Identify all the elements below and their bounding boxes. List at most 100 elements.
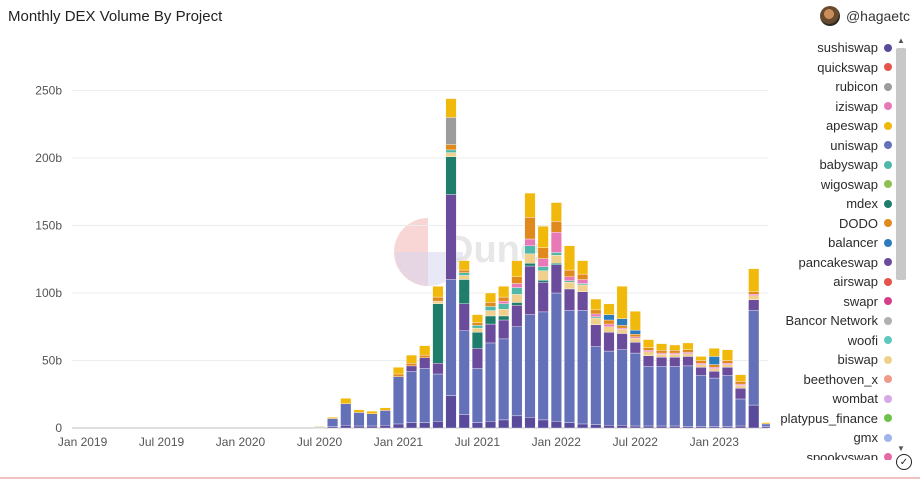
bar-segment-pancakeswap[interactable]	[550, 264, 562, 294]
bar-segment-biswap[interactable]	[616, 329, 628, 334]
bar-segment-iziswap[interactable]	[537, 258, 549, 267]
bar-segment-biswap[interactable]	[603, 326, 615, 333]
bar-segment-DODO[interactable]	[550, 221, 562, 233]
bar-segment-balancer[interactable]	[629, 329, 641, 335]
bar-segment-DODO[interactable]	[735, 381, 747, 385]
bar-stack-2022-12[interactable]	[695, 356, 707, 429]
bar-segment-pancakeswap[interactable]	[406, 365, 418, 372]
bar-segment-apeswap[interactable]	[366, 410, 378, 415]
legend-item-sushiswap[interactable]: sushiswap	[770, 38, 892, 58]
bar-stack-2023-03[interactable]	[735, 374, 747, 429]
bar-segment-sushiswap[interactable]	[669, 425, 681, 429]
bar-stack-2022-11[interactable]	[682, 342, 694, 429]
bar-stack-2020-10[interactable]	[353, 409, 365, 429]
bar-segment-uniswap[interactable]	[537, 311, 549, 421]
bar-segment-sushiswap[interactable]	[458, 414, 470, 429]
bar-segment-apeswap[interactable]	[669, 344, 681, 351]
bar-stack-2021-03[interactable]	[419, 345, 431, 429]
bar-segment-uniswap[interactable]	[406, 371, 418, 423]
bar-segment-iziswap[interactable]	[616, 327, 628, 330]
bar-segment-biswap[interactable]	[708, 368, 720, 372]
bar-segment-uniswap[interactable]	[458, 330, 470, 415]
bar-segment-DODO[interactable]	[458, 269, 470, 273]
bar-stack-2020-09[interactable]	[340, 398, 352, 429]
bar-segment-sushiswap[interactable]	[366, 425, 378, 429]
bar-segment-iziswap[interactable]	[656, 352, 668, 355]
bar-segment-apeswap[interactable]	[577, 260, 589, 275]
bar-segment-babyswap[interactable]	[564, 280, 575, 283]
bar-stack-2021-08[interactable]	[485, 292, 496, 429]
legend-item-balancer[interactable]: balancer	[770, 233, 892, 253]
bar-segment-DODO[interactable]	[471, 322, 483, 326]
bar-segment-uniswap[interactable]	[392, 376, 404, 425]
bar-segment-sushiswap[interactable]	[603, 425, 615, 429]
bar-stack-2022-08[interactable]	[643, 339, 654, 429]
bar-segment-iziswap[interactable]	[629, 336, 641, 339]
bar-segment-apeswap[interactable]	[603, 303, 615, 315]
bar-stack-2022-07[interactable]	[629, 311, 641, 429]
bar-segment-sushiswap[interactable]	[550, 421, 562, 429]
bar-segment-uniswap[interactable]	[498, 338, 510, 421]
bar-segment-DODO[interactable]	[603, 319, 615, 325]
bar-segment-mdex[interactable]	[550, 263, 562, 265]
scroll-thumb[interactable]	[896, 48, 906, 280]
bar-segment-DODO[interactable]	[590, 309, 602, 315]
bar-segment-apeswap[interactable]	[445, 98, 457, 118]
bar-segment-iziswap[interactable]	[524, 238, 536, 246]
bar-segment-apeswap[interactable]	[511, 260, 523, 277]
bar-segment-uniswap[interactable]	[564, 310, 575, 423]
bar-stack-2022-10[interactable]	[669, 344, 681, 429]
bar-segment-uniswap[interactable]	[327, 418, 339, 427]
bar-segment-apeswap[interactable]	[471, 314, 483, 323]
bar-segment-sushiswap[interactable]	[735, 425, 747, 429]
bar-segment-sushiswap[interactable]	[721, 426, 733, 429]
bar-segment-sushiswap[interactable]	[445, 395, 457, 429]
bar-segment-mdex[interactable]	[458, 279, 470, 304]
bar-segment-mdex[interactable]	[445, 156, 457, 195]
bar-segment-pancakeswap[interactable]	[708, 371, 720, 379]
legend-item-biswap[interactable]: biswap	[770, 350, 892, 370]
bar-segment-pancakeswap[interactable]	[485, 323, 496, 344]
bar-segment-uniswap[interactable]	[432, 373, 444, 422]
bar-segment-apeswap[interactable]	[458, 260, 470, 271]
bar-segment-biswap[interactable]	[577, 284, 589, 292]
bar-segment-biswap[interactable]	[432, 300, 444, 304]
bar-segment-apeswap[interactable]	[340, 398, 352, 404]
bar-segment-sushiswap[interactable]	[748, 404, 760, 429]
bar-stack-2021-12[interactable]	[537, 225, 549, 429]
bar-segment-iziswap[interactable]	[748, 294, 760, 296]
bar-segment-pancakeswap[interactable]	[524, 265, 536, 315]
bar-segment-uniswap[interactable]	[353, 412, 365, 427]
legend-item-babyswap[interactable]: babyswap	[770, 155, 892, 175]
bar-stack-2021-07[interactable]	[471, 314, 483, 429]
bar-segment-uniswap[interactable]	[695, 375, 707, 427]
bar-segment-pancakeswap[interactable]	[748, 299, 760, 311]
bar-segment-apeswap[interactable]	[537, 225, 549, 248]
bar-segment-apeswap[interactable]	[550, 202, 562, 222]
bar-stack-2021-06[interactable]	[458, 260, 470, 429]
bar-segment-uniswap[interactable]	[643, 366, 654, 427]
bar-segment-DODO[interactable]	[498, 296, 510, 302]
bar-segment-apeswap[interactable]	[406, 354, 418, 364]
bar-segment-DODO[interactable]	[616, 325, 628, 329]
bar-segment-uniswap[interactable]	[761, 423, 770, 427]
bar-segment-apeswap[interactable]	[419, 345, 431, 356]
bar-segment-sushiswap[interactable]	[524, 417, 536, 429]
bar-segment-DODO[interactable]	[406, 363, 418, 367]
bar-segment-uniswap[interactable]	[629, 352, 641, 427]
bar-segment-mdex[interactable]	[485, 315, 496, 325]
bar-segment-iziswap[interactable]	[564, 276, 575, 282]
bar-segment-sushiswap[interactable]	[392, 423, 404, 429]
check-circle-icon[interactable]: ✓	[896, 454, 912, 470]
bar-segment-DODO[interactable]	[708, 364, 720, 368]
bar-segment-babyswap[interactable]	[537, 266, 549, 271]
bar-segment-uniswap[interactable]	[721, 375, 733, 427]
bar-segment-iziswap[interactable]	[590, 313, 602, 317]
bar-segment-sushiswap[interactable]	[406, 422, 418, 429]
bar-segment-babyswap[interactable]	[524, 245, 536, 255]
bar-segment-apeswap[interactable]	[708, 348, 720, 357]
bar-segment-pancakeswap[interactable]	[458, 303, 470, 331]
bar-segment-iziswap[interactable]	[669, 352, 681, 355]
bar-segment-uniswap[interactable]	[419, 368, 431, 423]
bar-segment-rubicon[interactable]	[445, 117, 457, 145]
